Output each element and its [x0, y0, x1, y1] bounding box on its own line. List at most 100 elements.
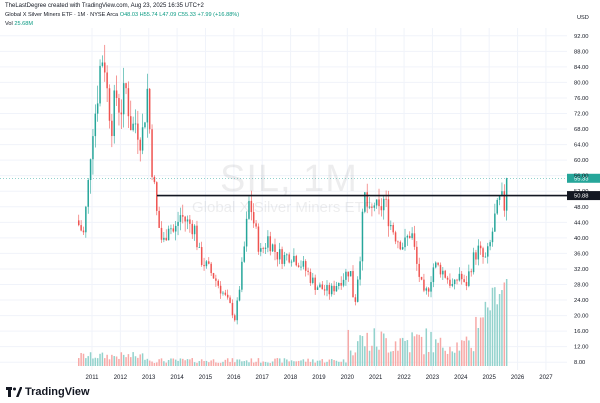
candle-body	[158, 210, 160, 228]
volume-bar	[328, 359, 331, 366]
volume-bar	[172, 358, 175, 366]
volume-bar	[418, 334, 420, 366]
candle-body	[399, 241, 402, 250]
candle-body	[222, 292, 224, 294]
candle-body	[368, 206, 371, 208]
candle-body	[151, 129, 153, 177]
x-tick-label: 2020	[341, 375, 355, 381]
candle-body	[449, 279, 451, 286]
candle-body	[434, 262, 437, 268]
candle-body	[172, 228, 175, 232]
candle-body	[141, 127, 144, 151]
volume-bar	[458, 350, 461, 366]
volume-bar	[364, 346, 366, 366]
candle-body	[463, 279, 465, 282]
x-tick-label: 2027	[539, 375, 553, 381]
candle-body	[148, 88, 151, 130]
volume-bar	[423, 354, 425, 366]
candle-body	[420, 276, 423, 280]
candle-body	[326, 285, 328, 291]
candle-body	[122, 83, 125, 115]
candle-body	[446, 277, 449, 280]
candle-body	[101, 62, 104, 66]
volume-bar	[276, 358, 279, 366]
volume-bar	[122, 354, 125, 366]
symbol-legend[interactable]: Global X Silver Miners ETF · 1M · NYSE A…	[5, 12, 239, 18]
currency-label[interactable]: USD	[577, 15, 589, 21]
volume-bar	[120, 352, 123, 366]
candle-body	[243, 246, 246, 262]
candle-body	[371, 206, 373, 208]
candle-body	[137, 123, 139, 140]
candle-body	[494, 213, 496, 232]
volume-bar	[463, 340, 465, 366]
candle-body	[274, 244, 276, 252]
y-tick-label: 64.00	[574, 143, 589, 149]
candle-body	[92, 136, 94, 160]
volume-bar	[373, 328, 376, 366]
candle-body	[144, 122, 146, 128]
symbol-name[interactable]: Global X Silver Miners ETF · 1M · NYSE A…	[5, 12, 119, 18]
candle-body	[472, 252, 475, 273]
candle-body	[333, 285, 335, 292]
candle-body	[314, 277, 316, 290]
volume-bar	[113, 356, 115, 366]
y-tick-label: 56.00	[574, 174, 589, 180]
volume-bar	[219, 362, 222, 366]
candle-body	[501, 191, 503, 196]
volume-bar	[390, 351, 392, 366]
candle-body	[200, 247, 203, 265]
candle-body	[89, 159, 92, 181]
candle-body	[99, 65, 101, 104]
candle-body	[295, 255, 298, 266]
y-tick-label: 48.00	[574, 205, 589, 211]
x-tick-label: 2012	[114, 375, 128, 381]
time-axis[interactable]: 2011 2012 2013 2014 2015 2016 2017 2018 2019 2020…	[86, 375, 554, 381]
candle-body	[288, 254, 290, 263]
candle-body	[390, 225, 392, 227]
y-tick-label: 8.00	[574, 360, 585, 366]
volume-bar	[224, 359, 227, 366]
candle-body	[104, 62, 106, 73]
volume-bar	[286, 359, 288, 366]
volume-bar	[451, 351, 454, 366]
candlesticks	[78, 44, 508, 325]
volume-bar	[453, 352, 456, 366]
price-axis[interactable]: 92.00 88.00 84.00 80.00 76.00 72.00 68.00 64.00…	[574, 34, 589, 366]
volume-bar	[151, 361, 153, 366]
candle-body	[78, 220, 80, 226]
candle-body	[465, 281, 468, 286]
candle-body	[321, 284, 324, 290]
volume-bar	[427, 351, 430, 366]
volume-bar	[127, 354, 130, 366]
volume-bar	[241, 361, 243, 366]
volume-bar	[231, 358, 234, 366]
tradingview-logo[interactable]: TradingView	[6, 386, 90, 398]
candle-body	[167, 228, 170, 241]
volume-bar	[99, 353, 101, 366]
volume-bar	[385, 338, 387, 366]
y-tick-label: 24.00	[574, 298, 589, 304]
candle-body	[269, 236, 272, 252]
candle-body	[267, 236, 269, 248]
volume-bar	[163, 361, 165, 366]
volume-bar	[196, 362, 198, 366]
candle-body	[226, 294, 229, 298]
volume-bar	[479, 317, 482, 366]
volume-bar	[252, 362, 255, 366]
volume-legend[interactable]: Vol 25.68M	[5, 21, 33, 27]
candle-body	[423, 279, 425, 291]
volume-bar	[482, 317, 484, 366]
y-tick-label: 32.00	[574, 267, 589, 273]
candle-body	[300, 266, 302, 268]
candle-body	[186, 219, 189, 222]
candle-body	[210, 263, 212, 274]
y-tick-label: 28.00	[574, 283, 589, 289]
volume-bar	[496, 304, 498, 366]
candle-body	[458, 273, 461, 281]
candle-body	[281, 249, 283, 264]
volume-bar	[262, 361, 264, 366]
volume-bar	[200, 359, 203, 366]
volume-bar	[501, 290, 503, 366]
